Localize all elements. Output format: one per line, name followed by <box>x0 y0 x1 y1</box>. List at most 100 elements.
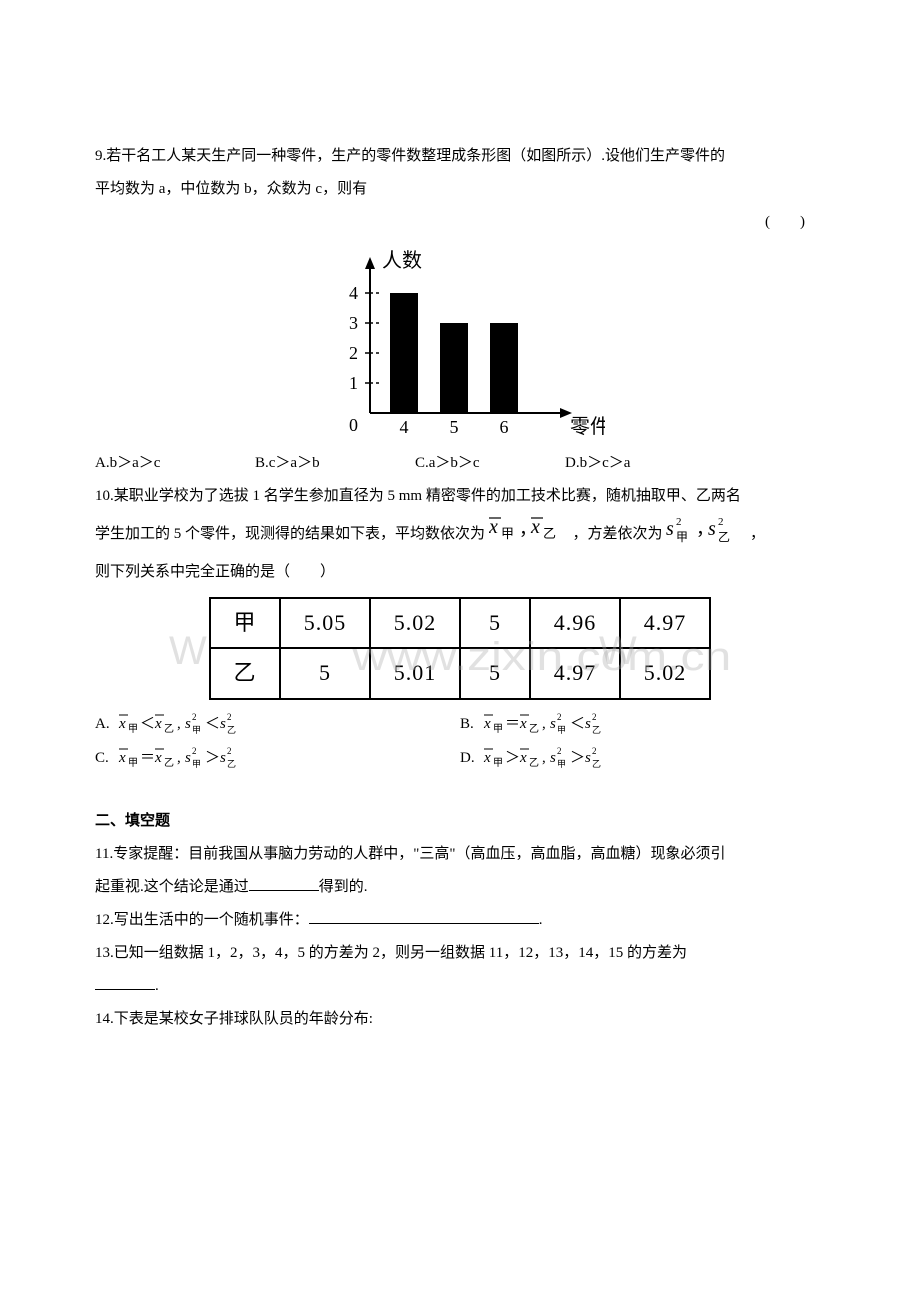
q10-choice-c[interactable]: C. x 甲 ＝ x 乙 , s 2 甲 ＞ s 2 乙 <box>95 744 460 779</box>
table-cell: 5 <box>280 648 370 698</box>
svg-text:2: 2 <box>676 516 682 528</box>
svg-text:D.: D. <box>460 750 475 766</box>
svg-text:甲: 甲 <box>128 724 138 734</box>
svg-text:s: s <box>220 716 226 732</box>
svg-text:2: 2 <box>557 712 562 722</box>
q13-blank[interactable] <box>95 989 155 990</box>
q9-option-c[interactable]: C.a＞b＞c <box>415 447 565 480</box>
svg-text:2: 2 <box>592 746 597 756</box>
q11-line2: 起重视.这个结论是通过 得到的. <box>95 871 825 904</box>
svg-text:0: 0 <box>349 415 358 435</box>
svg-text:x: x <box>519 716 527 732</box>
svg-text:3: 3 <box>349 313 358 333</box>
q10-table: 甲5.055.0254.964.97乙55.0154.975.02 <box>209 597 711 700</box>
q13-b: . <box>155 978 159 994</box>
svg-text:零件数: 零件数 <box>570 415 605 438</box>
svg-text:x: x <box>519 750 527 766</box>
svg-text:2: 2 <box>349 343 358 363</box>
svg-text:x: x <box>154 716 162 732</box>
svg-text:甲: 甲 <box>493 758 503 768</box>
table-cell: 4.97 <box>530 648 620 698</box>
svg-text:1: 1 <box>349 373 358 393</box>
svg-text:甲: 甲 <box>676 530 688 543</box>
svg-text:甲: 甲 <box>192 759 201 768</box>
svg-text:甲: 甲 <box>493 724 503 734</box>
q12-b: . <box>539 912 543 928</box>
svg-text:,: , <box>542 750 546 766</box>
q10-var-svg: s 2 甲 ， s 2 乙 <box>666 513 746 556</box>
q10-table-wrap: W www.zixin.com.cn W 甲5.055.0254.964.97乙… <box>95 597 825 700</box>
svg-text:,: , <box>177 750 181 766</box>
q10-line3: 则下列关系中完全正确的是（ ） <box>95 556 825 589</box>
svg-text:x: x <box>530 516 540 538</box>
q10-choice-a[interactable]: A. x 甲 ＜ x 乙 , s 2 甲 ＜ s 2 乙 <box>95 710 460 745</box>
svg-text:＝: ＝ <box>140 750 155 766</box>
q9-chart: 1 2 3 4 0 4 5 6 人数零件数 <box>95 243 825 443</box>
svg-text:＝: ＝ <box>505 716 520 732</box>
q11-b: 起重视.这个结论是通过 <box>95 879 249 895</box>
q14: 14.下表是某校女子排球队队员的年龄分布: <box>95 1003 825 1036</box>
svg-text:2: 2 <box>192 712 197 722</box>
svg-text:乙: 乙 <box>592 759 601 768</box>
svg-text:乙: 乙 <box>529 757 539 768</box>
svg-text:A.: A. <box>95 716 110 732</box>
svg-text:2: 2 <box>592 712 597 722</box>
q9-line2: 平均数为 a，中位数为 b，众数为 c，则有 <box>95 173 825 206</box>
svg-text:s: s <box>585 750 591 766</box>
svg-text:4: 4 <box>400 417 409 437</box>
table-cell: 5 <box>460 598 530 648</box>
svg-text:乙: 乙 <box>164 723 174 734</box>
q10-line1: 10.某职业学校为了选拔 1 名学生参加直径为 5 mm 精密零件的加工技术比赛… <box>95 480 825 513</box>
svg-text:x: x <box>118 750 126 766</box>
svg-text:x: x <box>483 716 491 732</box>
svg-text:＞: ＞ <box>505 750 520 766</box>
q9-options: A.b＞a＞c B.c＞a＞b C.a＞b＞c D.b＞c＞a <box>95 447 825 480</box>
svg-text:s: s <box>185 716 191 732</box>
svg-text:乙: 乙 <box>227 725 236 734</box>
q13-line2: . <box>95 970 825 1003</box>
svg-text:2: 2 <box>227 746 232 756</box>
table-cell: 5 <box>460 648 530 698</box>
watermark-icon: W <box>169 607 207 695</box>
svg-text:4: 4 <box>349 283 358 303</box>
svg-text:,: , <box>542 716 546 732</box>
q11-c: 得到的. <box>319 879 368 895</box>
q10-line2c: ， <box>750 526 765 542</box>
q10-mean-svg: x 甲 ， x 乙 <box>489 513 569 556</box>
svg-text:,: , <box>177 716 181 732</box>
q12-blank[interactable] <box>309 923 539 924</box>
q10-choice-b[interactable]: B. x 甲 ＝ x 乙 , s 2 甲 ＜ s 2 乙 <box>460 710 825 745</box>
svg-text:s: s <box>550 750 556 766</box>
svg-text:x: x <box>483 750 491 766</box>
svg-text:2: 2 <box>557 746 562 756</box>
svg-text:5: 5 <box>450 417 459 437</box>
q9-option-b[interactable]: B.c＞a＞b <box>255 447 415 480</box>
q9-option-a[interactable]: A.b＞a＞c <box>95 447 255 480</box>
svg-text:＜: ＜ <box>140 716 155 732</box>
svg-text:甲: 甲 <box>557 725 566 734</box>
svg-text:2: 2 <box>192 746 197 756</box>
table-cell: 5.01 <box>370 648 460 698</box>
q11-line1: 11.专家提醒：目前我国从事脑力劳动的人群中，"三高"（高血压，高血脂，高血糖）… <box>95 838 825 871</box>
svg-text:＞: ＞ <box>205 750 220 766</box>
svg-text:人数: 人数 <box>382 249 422 272</box>
svg-text:甲: 甲 <box>128 758 138 768</box>
table-cell: 乙 <box>210 648 280 698</box>
q9-option-d[interactable]: D.b＞c＞a <box>565 447 715 480</box>
table-cell: 5.05 <box>280 598 370 648</box>
svg-text:乙: 乙 <box>718 530 730 543</box>
svg-text:s: s <box>550 716 556 732</box>
svg-text:6: 6 <box>500 417 509 437</box>
svg-text:2: 2 <box>718 516 724 528</box>
svg-text:乙: 乙 <box>164 757 174 768</box>
svg-text:s: s <box>220 750 226 766</box>
table-cell: 4.97 <box>620 598 710 648</box>
q10-choice-d[interactable]: D. x 甲 ＞ x 乙 , s 2 甲 ＞ s 2 乙 <box>460 744 825 779</box>
q10-line2: 学生加工的 5 个零件，现测得的结果如下表，平均数依次为 x 甲 ， x 乙 ，… <box>95 513 825 556</box>
q11-blank[interactable] <box>249 890 319 891</box>
svg-text:s: s <box>708 518 716 540</box>
table-cell: 甲 <box>210 598 280 648</box>
svg-text:2: 2 <box>227 712 232 722</box>
svg-text:甲: 甲 <box>501 526 514 541</box>
table-cell: 5.02 <box>370 598 460 648</box>
